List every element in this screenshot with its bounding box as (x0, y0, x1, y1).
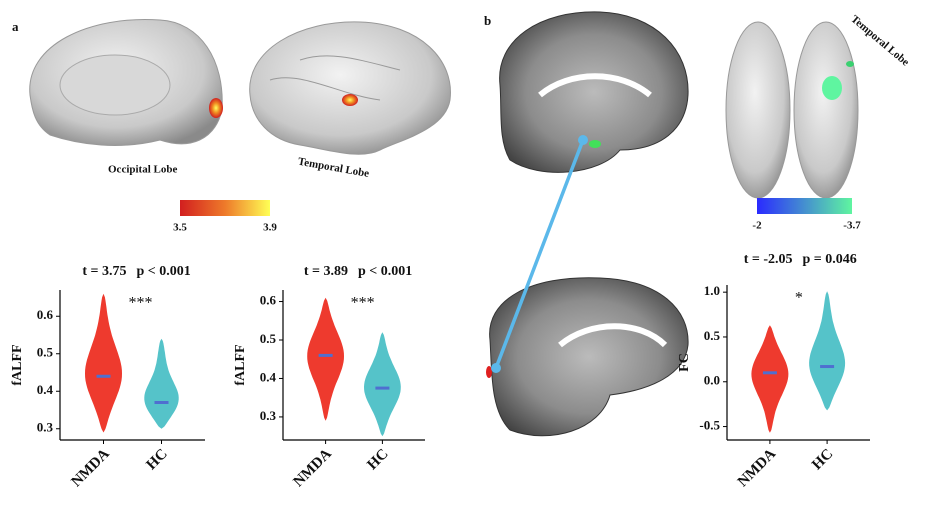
colorbar (180, 200, 270, 216)
violin (751, 325, 789, 433)
x-tick-label: NMDA (291, 446, 335, 490)
y-axis-label: fALFF (10, 344, 25, 385)
violin (85, 293, 122, 433)
connection (491, 135, 588, 373)
y-tick-label: 0.4 (260, 369, 277, 384)
y-tick-label: 0.5 (704, 328, 721, 343)
significance: *** (129, 295, 153, 312)
x-tick-label: NMDA (68, 446, 112, 490)
y-tick-label: 0.0 (704, 373, 720, 388)
colorbar-tick-label: 3.5 (173, 222, 187, 234)
colorbar-tick-label: -3.7 (843, 220, 861, 232)
y-tick-label: 0.6 (260, 293, 277, 308)
brain-slice-lower (486, 277, 689, 437)
x-tick-label: HC (144, 446, 171, 473)
brain-top (725, 21, 859, 199)
p-stat: p < 0.001 (137, 264, 191, 279)
t-stat: t = 3.75 (82, 264, 126, 279)
brain-slice-upper (499, 11, 689, 173)
y-tick-label: 0.5 (37, 345, 54, 360)
p-stat: p < 0.001 (358, 264, 412, 279)
y-tick-label: 0.4 (37, 382, 54, 397)
brain-lateral (249, 21, 451, 155)
panel-label: b (484, 13, 491, 28)
x-tick-label: HC (809, 446, 836, 473)
brain-medial (29, 18, 223, 146)
violin (307, 297, 344, 421)
significance: * (795, 290, 803, 307)
y-tick-label: -0.5 (699, 418, 720, 433)
y-tick-label: 1.0 (704, 283, 720, 298)
colorbar-tick-label: 3.9 (263, 222, 277, 234)
violin (144, 338, 179, 429)
violin (364, 332, 401, 437)
brain-label: Temporal Lobe (848, 13, 911, 69)
colorbar (757, 198, 852, 214)
y-axis-label: FC (677, 353, 692, 372)
panel-label: a (12, 19, 19, 34)
y-tick-label: 0.6 (37, 307, 54, 322)
y-tick-label: 0.3 (37, 420, 54, 435)
y-tick-label: 0.3 (260, 408, 277, 423)
p-stat: p = 0.046 (803, 252, 857, 267)
t-stat: t = -2.05 (744, 252, 793, 267)
y-axis-label: fALFF (233, 344, 248, 385)
x-tick-label: HC (364, 446, 391, 473)
significance: *** (351, 295, 375, 312)
brain-label: Temporal Lobe (297, 156, 370, 180)
y-tick-label: 0.5 (260, 331, 277, 346)
x-tick-label: NMDA (735, 446, 779, 490)
brain-label: Occipital Lobe (108, 164, 177, 176)
t-stat: t = 3.89 (304, 264, 348, 279)
violin (809, 291, 846, 411)
colorbar-tick-label: -2 (752, 220, 762, 232)
